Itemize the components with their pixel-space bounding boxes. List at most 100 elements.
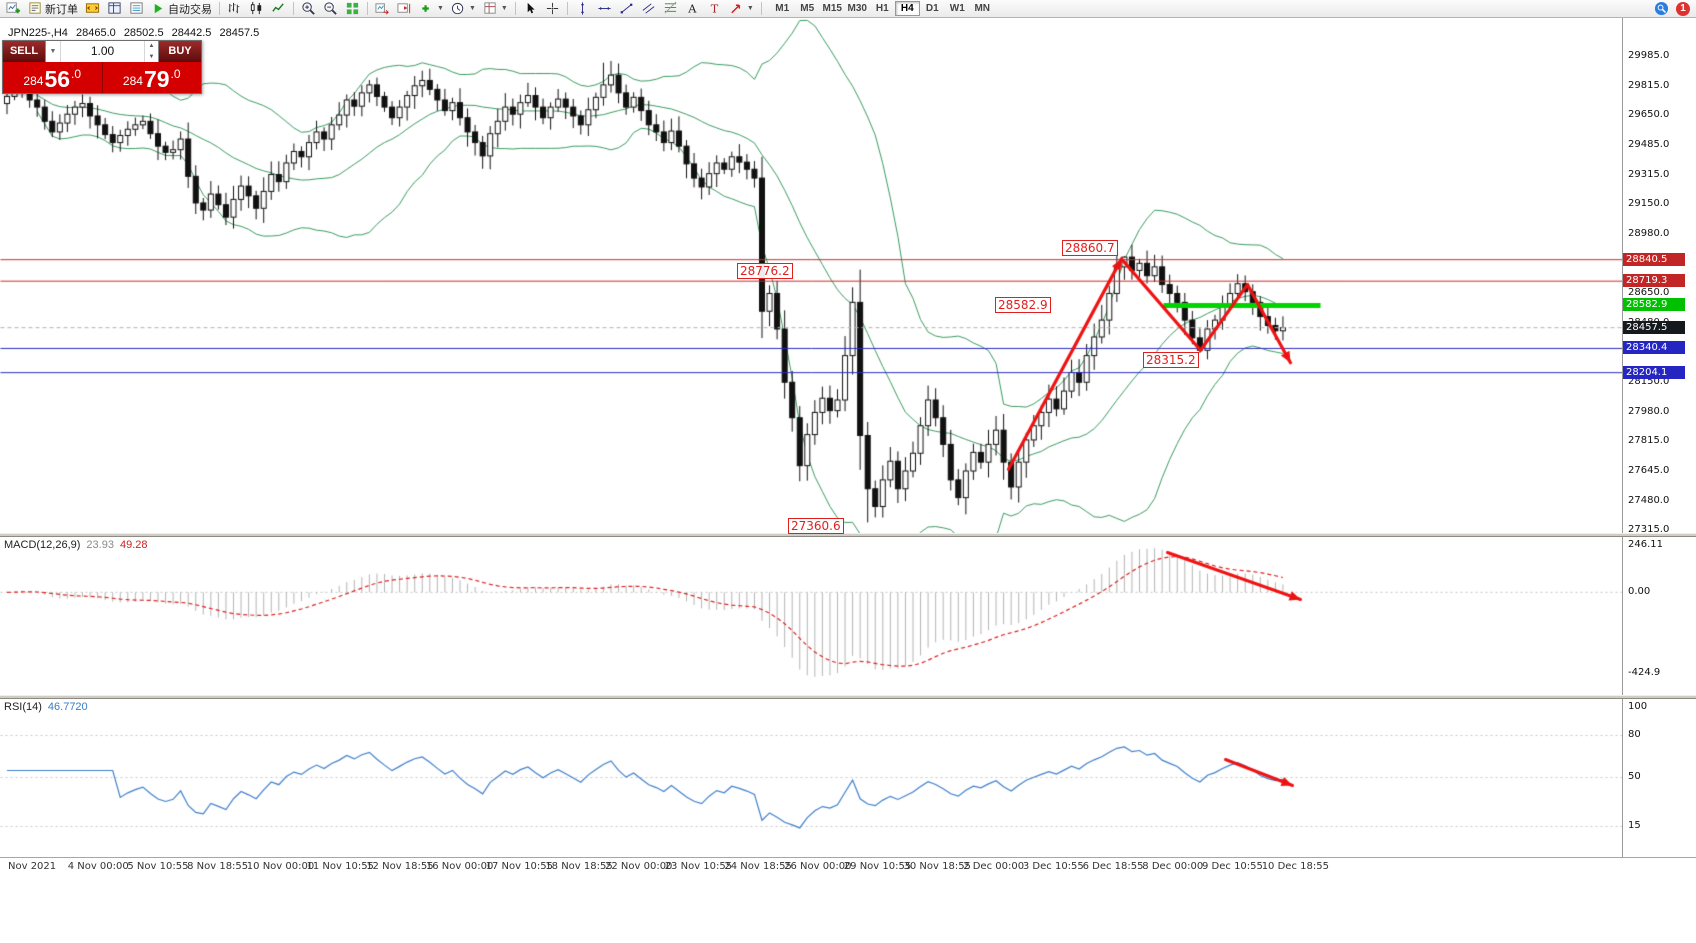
timeframe-h1[interactable]: H1 <box>870 1 895 16</box>
candles-icon[interactable] <box>246 1 267 17</box>
text-icon[interactable]: A <box>682 1 703 17</box>
macd-canvas[interactable] <box>0 537 1622 695</box>
price-callout: 28315.2 <box>1143 352 1199 369</box>
cursor-icon[interactable] <box>520 1 541 17</box>
time-axis-label: 22 Nov 00:00 <box>605 861 673 872</box>
macd-main-value: 23.93 <box>86 539 114 551</box>
market-watch-icon[interactable] <box>104 1 125 17</box>
volume-down-icon[interactable]: ▼ <box>148 53 155 60</box>
search-icon[interactable] <box>1651 1 1672 17</box>
time-axis-label: 24 Nov 18:55 <box>724 861 792 872</box>
chart-title: JPN225-,H4 28465.0 28502.5 28442.5 28457… <box>8 27 264 39</box>
timeframe-m5[interactable]: M5 <box>795 1 820 16</box>
timeframe-m30[interactable]: M30 <box>845 1 870 16</box>
time-axis-label: 6 Dec 18:55 <box>1082 861 1144 872</box>
svg-text:A: A <box>687 2 697 15</box>
one-click-trading-panel: SELL ▼ 1.00 ▲ ▼ BUY 284 56.0 284 79.0 <box>2 40 202 94</box>
bars-icon[interactable] <box>224 1 245 17</box>
new-chart-icon[interactable] <box>3 1 24 17</box>
new-order-button[interactable]: 新订单 <box>25 1 81 17</box>
fibo-icon[interactable] <box>660 1 681 17</box>
price-tick: 27645.0 <box>1628 465 1670 477</box>
price-callout: 28582.9 <box>995 296 1051 313</box>
toolbar-separator <box>566 2 568 15</box>
rsi-canvas[interactable] <box>0 699 1622 857</box>
timeframe-m15[interactable]: M15 <box>820 1 845 16</box>
dropdown-caret-icon: ▼ <box>500 5 508 12</box>
toolbar-separator <box>367 2 368 15</box>
zoom-in-icon[interactable] <box>298 1 319 17</box>
volume-box: ▼ 1.00 ▲ ▼ <box>45 41 159 62</box>
trendline-icon[interactable] <box>616 1 637 17</box>
rsi-header: RSI(14) 46.7720 <box>4 701 88 713</box>
rsi-axis-label: 80 <box>1628 729 1641 740</box>
main-chart-canvas[interactable] <box>0 18 1622 533</box>
sell-button[interactable]: SELL <box>3 41 45 62</box>
crosshair-icon[interactable] <box>542 1 563 17</box>
tile-windows-icon[interactable] <box>342 1 363 17</box>
time-axis-label: 23 Nov 10:55 <box>664 861 733 872</box>
sell-price[interactable]: 284 56.0 <box>3 62 103 93</box>
label-icon[interactable]: T <box>704 1 725 17</box>
price-callout: 28776.2 <box>737 262 793 279</box>
volume-dropdown-icon[interactable]: ▼ <box>46 41 61 62</box>
macd-signal-value: 49.28 <box>119 539 148 551</box>
price-tick: 27480.0 <box>1628 494 1670 506</box>
chart-high: 28502.5 <box>123 27 164 39</box>
metaeditor-icon[interactable] <box>82 1 103 17</box>
dropdown-caret-icon: ▼ <box>437 5 444 12</box>
rsi-value: 46.7720 <box>47 701 88 713</box>
auto-scroll-icon[interactable] <box>372 1 393 17</box>
rsi-label: RSI(14) <box>4 701 42 713</box>
periods-icon[interactable]: ▼ <box>448 1 479 17</box>
channel-icon[interactable] <box>638 1 659 17</box>
toolbar-separator <box>293 2 294 15</box>
price-tick: 28650.0 <box>1628 286 1670 298</box>
price-callout: 27360.6 <box>788 517 844 534</box>
price-tick: 29315.0 <box>1628 168 1670 180</box>
toolbar-separator <box>514 2 516 15</box>
notification-badge[interactable]: 1 <box>1676 1 1690 16</box>
dropdown-caret-icon: ▼ <box>468 5 476 12</box>
zoom-out-icon[interactable] <box>320 1 341 17</box>
buy-price[interactable]: 284 79.0 <box>122 66 181 92</box>
rsi-splitter[interactable] <box>0 695 1696 699</box>
autotrading-button[interactable]: 自动交易 <box>148 1 215 17</box>
macd-label: MACD(12,26,9) <box>4 539 81 551</box>
buy-button[interactable]: BUY <box>159 41 201 62</box>
time-axis-label: 10 Nov 00:00 <box>246 861 315 872</box>
macd-splitter[interactable] <box>0 533 1696 537</box>
macd-axis-label: -424.9 <box>1628 667 1661 678</box>
price-tick: 27980.0 <box>1628 405 1670 417</box>
time-axis-label: 17 Nov 10:55 <box>485 861 554 872</box>
hline-icon[interactable] <box>594 1 615 17</box>
time-axis-label: 29 Nov 10:55 <box>843 861 912 872</box>
timeframe-mn[interactable]: MN <box>970 1 995 16</box>
line-chart-icon[interactable] <box>268 1 289 17</box>
price-tick: 27315.0 <box>1628 523 1670 535</box>
rsi-axis-label: 15 <box>1628 820 1641 831</box>
templates-icon[interactable]: ▼ <box>480 1 511 17</box>
volume-stepper[interactable]: ▲ ▼ <box>144 41 158 62</box>
chart-shift-icon[interactable] <box>394 1 415 17</box>
volume-input[interactable]: 1.00 <box>90 44 115 58</box>
timeframe-m1[interactable]: M1 <box>770 1 795 16</box>
volume-up-icon[interactable]: ▲ <box>148 43 155 49</box>
toolbar: 新订单 自动交易 ▼ ▼ ▼ A T ▼ M1 M5 M15 M30 H1 H4 D1 W1 MN 1 <box>0 0 1696 18</box>
price-badge: 28204.1 <box>1623 365 1685 379</box>
time-axis[interactable]: Nov 2021 4 Nov 00:00 5 Nov 10:55 8 Nov 18:5… <box>0 857 1696 878</box>
timeframe-d1[interactable]: D1 <box>920 1 945 16</box>
data-window-icon[interactable] <box>126 1 147 17</box>
price-tick: 27815.0 <box>1628 435 1670 447</box>
arrows-icon[interactable]: ▼ <box>726 1 757 17</box>
timeframe-h4[interactable]: H4 <box>894 1 920 16</box>
toolbar-separator <box>219 2 220 15</box>
svg-text:T: T <box>711 2 719 15</box>
price-badge: 28719.3 <box>1623 274 1685 288</box>
macd-axis-label: 246.11 <box>1628 538 1663 550</box>
vline-icon[interactable] <box>572 1 593 17</box>
indicators-icon[interactable]: ▼ <box>416 1 447 17</box>
timeframe-w1[interactable]: W1 <box>945 1 970 16</box>
time-axis-label: 18 Nov 18:55 <box>545 861 613 872</box>
price-scale-separator <box>1622 18 1623 857</box>
